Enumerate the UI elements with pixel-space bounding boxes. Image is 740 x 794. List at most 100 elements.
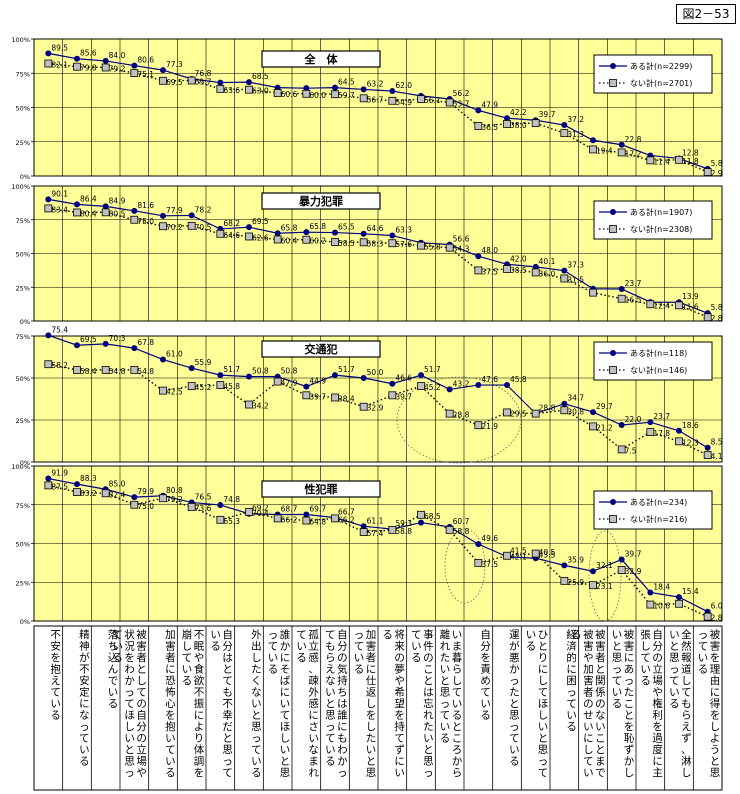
category-label-char: し <box>538 710 549 722</box>
highlight-circle <box>396 376 522 464</box>
data-point <box>44 59 53 68</box>
category-label-char: れ <box>308 767 319 779</box>
category-label-char: と <box>366 756 377 768</box>
category-label-char: っ <box>440 698 451 710</box>
category-label-char: か <box>624 756 635 768</box>
data-label: 34.7 <box>567 394 584 403</box>
data-label: 18.4 <box>653 582 670 591</box>
category-label-char: て <box>268 641 279 653</box>
data-point <box>531 549 540 558</box>
series-line-1 <box>48 207 708 318</box>
category-label-char: て <box>50 687 61 699</box>
data-point <box>44 204 53 213</box>
data-label: 45.2 <box>424 383 441 392</box>
category-label-char: て <box>182 652 193 664</box>
category-label-char: い <box>210 629 221 641</box>
category-label-char: る <box>640 675 651 687</box>
data-point <box>245 507 253 516</box>
category-label-char: に <box>652 756 663 768</box>
category-label-char: て <box>669 675 680 687</box>
data-point <box>187 503 196 511</box>
category-label-char: 暮 <box>452 651 463 664</box>
category-label-char: な <box>325 675 336 687</box>
category-label-char: ま <box>452 641 463 653</box>
category-label-char: 由 <box>710 674 721 687</box>
data-point <box>360 375 367 381</box>
category-label-char: る <box>112 652 123 664</box>
category-label-char: に <box>566 664 577 676</box>
data-point <box>388 391 397 400</box>
category-label-char: 持 <box>394 720 405 733</box>
data-point <box>531 268 540 277</box>
category-label-char: い <box>640 664 651 676</box>
data-point <box>417 510 425 519</box>
data-point <box>303 229 310 236</box>
data-point <box>475 107 482 114</box>
category-label-char: し <box>182 641 193 653</box>
category-label-char: い <box>354 652 365 664</box>
category-label-char: 不 <box>222 698 233 710</box>
data-label: 75.0 <box>137 502 154 511</box>
category-label-char: と <box>595 664 606 676</box>
category-label-char: を <box>624 721 635 733</box>
category-label-char: さ <box>308 721 319 733</box>
data-label: 70.5 <box>195 223 212 232</box>
category-label-char: 報 <box>681 652 692 664</box>
category-label-char: 不 <box>50 629 61 641</box>
y-tick-label: 100% <box>11 36 30 44</box>
data-point <box>389 88 396 95</box>
panel-title-box <box>261 192 381 210</box>
category-label-char: し <box>681 767 692 779</box>
category-label-char: の <box>394 652 405 664</box>
category-label-char: い <box>566 710 577 722</box>
data-point <box>101 63 110 72</box>
data-point <box>503 408 511 417</box>
category-label-char: 済 <box>566 640 577 653</box>
data-label: 68.2 <box>223 219 240 228</box>
category-label-char: と <box>669 641 680 653</box>
category-label-char: し <box>538 675 549 687</box>
legend-marker <box>610 209 616 215</box>
category-label-char: に <box>366 664 377 676</box>
category-label-char: 幸 <box>222 710 233 722</box>
category-label-char: ち <box>337 687 348 699</box>
data-label: 28.8 <box>539 404 556 413</box>
data-label: 61.0 <box>166 350 183 359</box>
data-point <box>647 419 654 426</box>
category-label-char: を <box>394 710 405 722</box>
data-label: 54.8 <box>137 367 154 376</box>
data-point <box>246 373 252 380</box>
data-point <box>647 589 654 596</box>
data-label: 22.8 <box>625 135 642 144</box>
category-label-char: 場 <box>136 755 147 768</box>
data-label: 11.8 <box>682 157 699 166</box>
category-label-char: 思 <box>669 652 680 664</box>
category-label-char: い <box>509 744 520 756</box>
category-label-char: て <box>124 698 135 710</box>
category-label-char: て <box>79 733 90 745</box>
data-point <box>503 265 511 273</box>
category-label-char: 思 <box>612 652 623 664</box>
legend-marker <box>610 499 616 505</box>
data-label: 80.6 <box>137 56 154 65</box>
data-point <box>73 366 81 374</box>
data-point <box>560 129 569 138</box>
category-label-char: こ <box>423 664 434 676</box>
category-label-char: て <box>698 641 709 653</box>
category-label-char: る <box>698 664 709 676</box>
data-label: 82.1 <box>51 61 68 70</box>
data-label: 50.0 <box>367 368 384 377</box>
data-label: 56.6 <box>453 235 470 244</box>
category-label-char: め <box>480 675 491 687</box>
category-label-char: る <box>50 710 61 722</box>
series-line-0 <box>48 198 708 314</box>
data-point <box>274 230 281 237</box>
data-label: 15.4 <box>682 587 699 596</box>
category-label-char: 得 <box>710 698 721 710</box>
data-label: 5.8 <box>711 303 723 312</box>
category-label-char: い <box>165 733 176 745</box>
category-label-char: に <box>583 733 594 745</box>
data-point <box>130 69 139 78</box>
category-label-char: ら <box>325 652 336 664</box>
data-label: 58.8 <box>453 527 470 536</box>
